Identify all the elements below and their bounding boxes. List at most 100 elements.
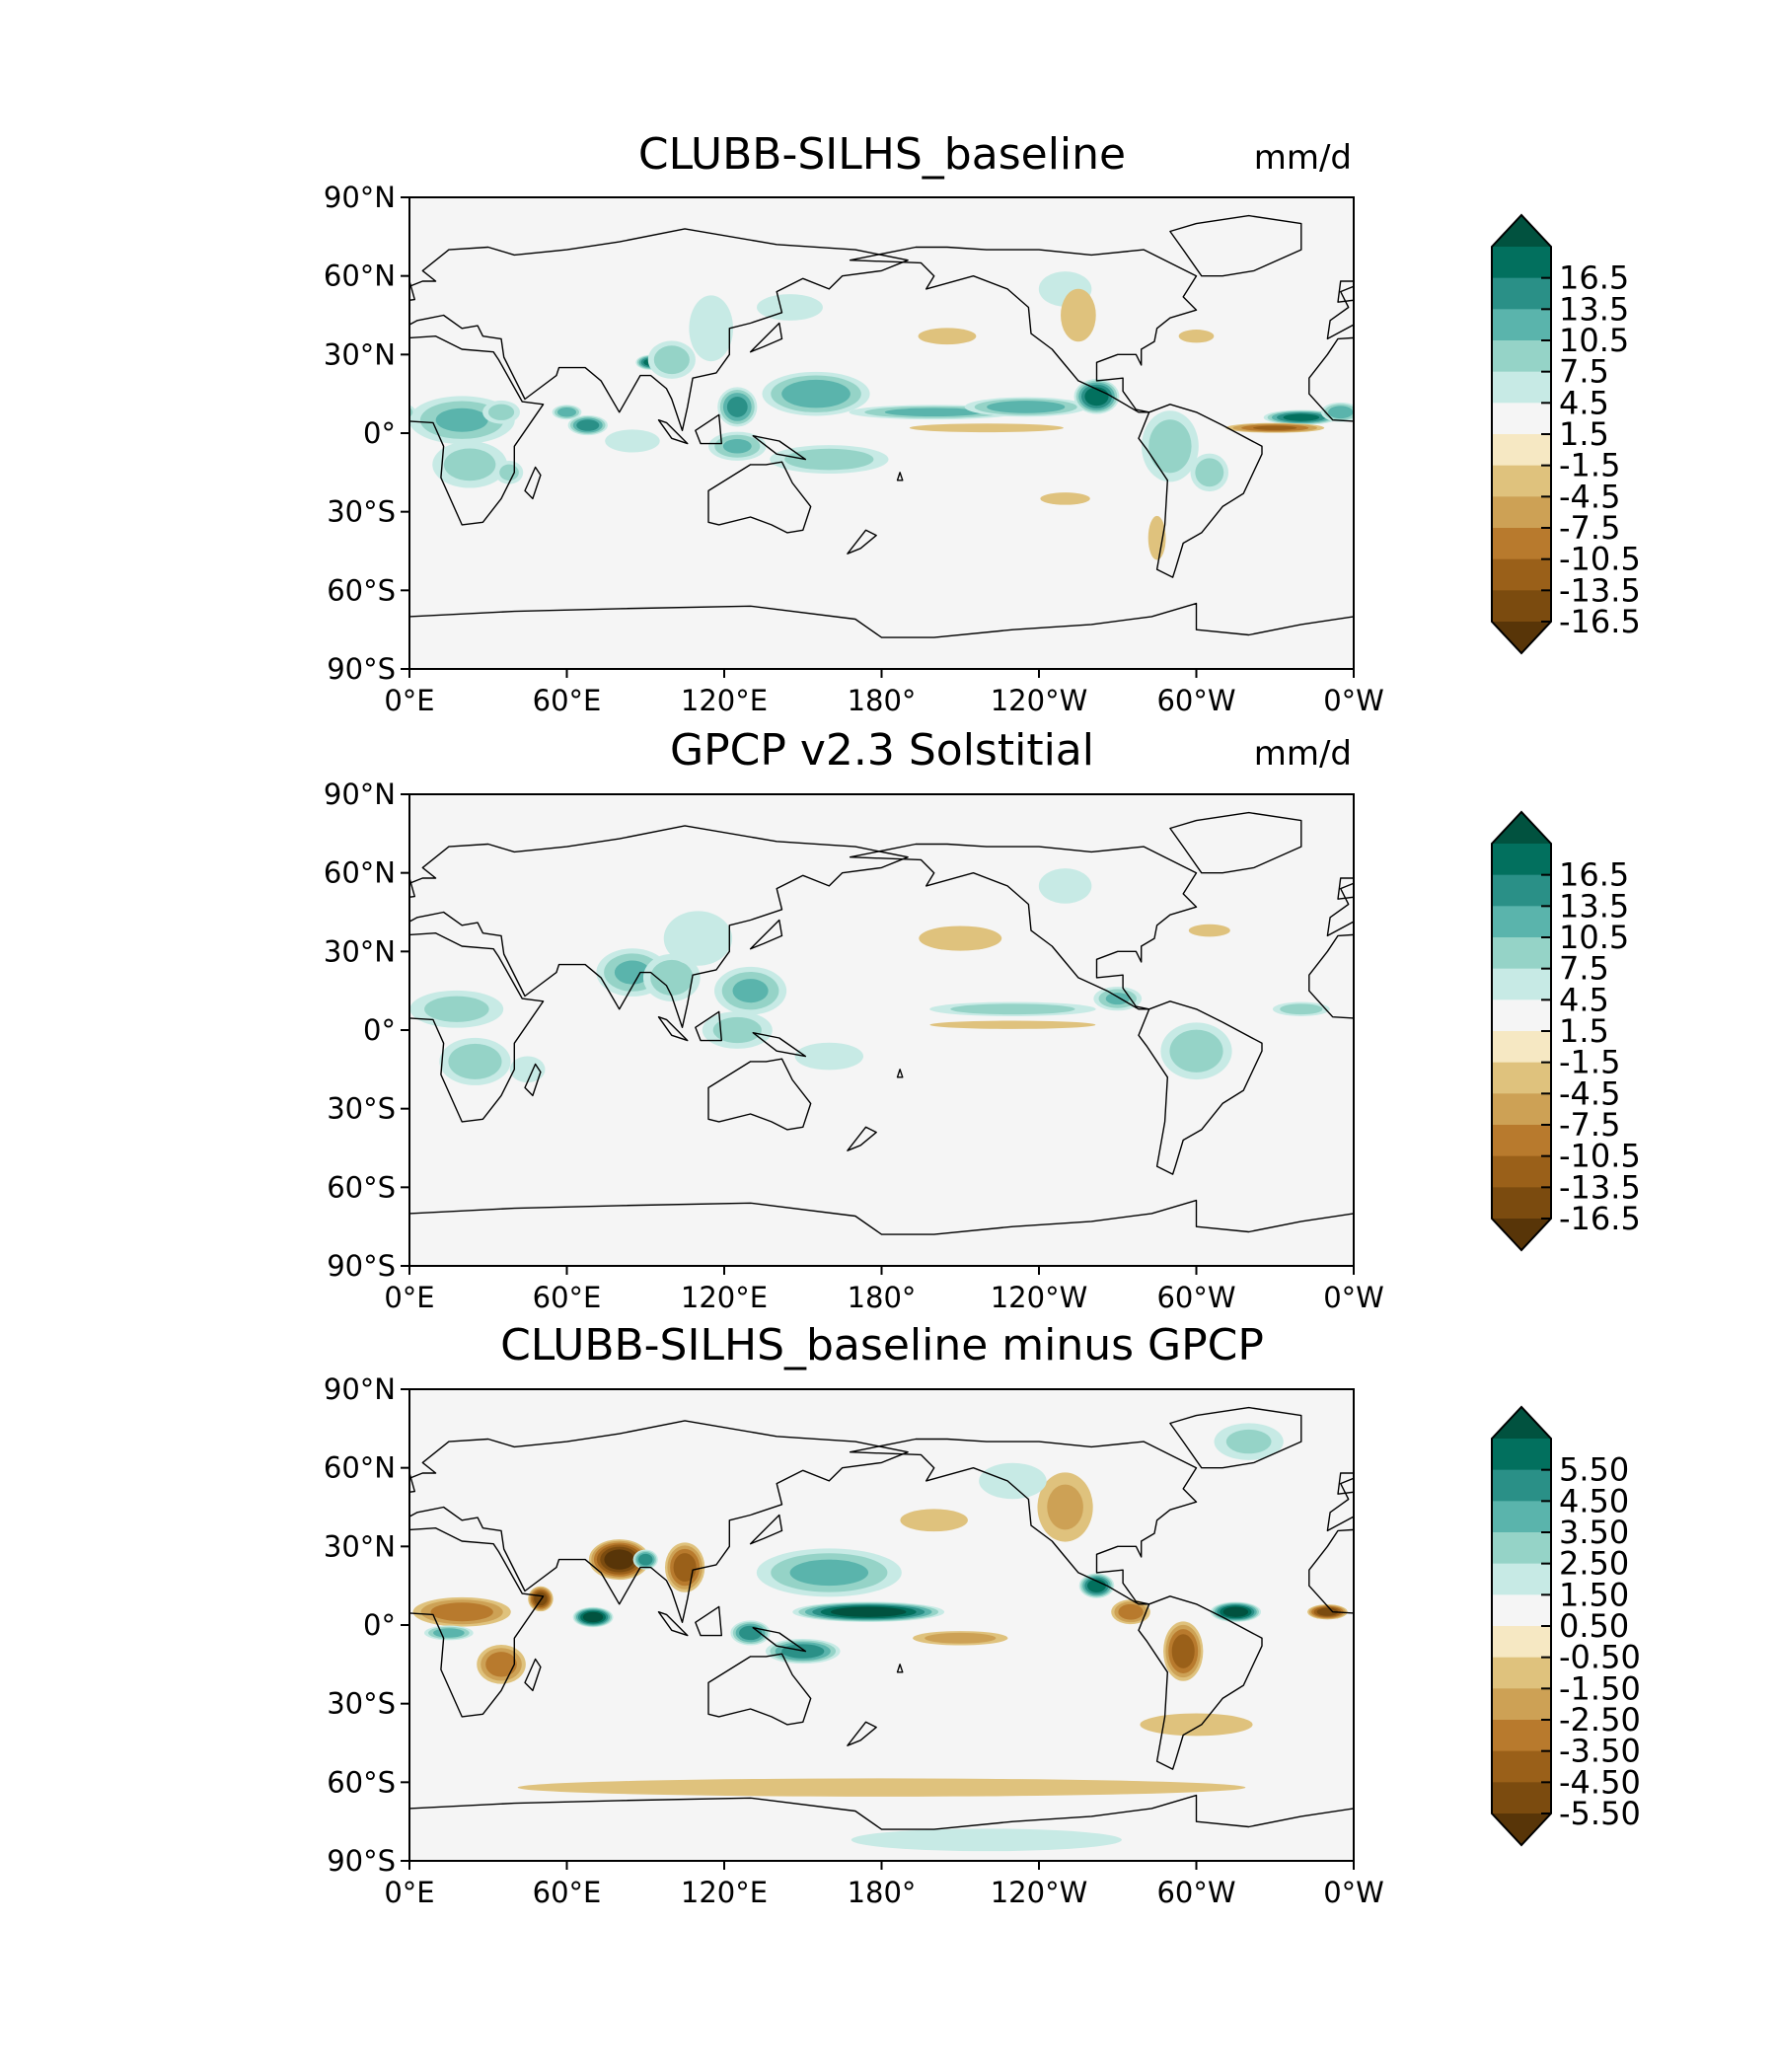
precip-blob [726, 397, 748, 417]
precip-blob [1739, 1043, 1776, 1071]
precip-blob [443, 448, 496, 481]
precip-blob [1659, 435, 1704, 458]
precip-blob [1354, 991, 1447, 1028]
precip-blob [1372, 1627, 1414, 1639]
precip-blob [509, 1056, 546, 1083]
colorbar-segment [1492, 1720, 1551, 1752]
colorbar-segment [1492, 1626, 1551, 1659]
precip-blob [1647, 1011, 1717, 1049]
precip-blob [919, 925, 1002, 951]
precip-blob [228, 1634, 251, 1668]
precip-blob [42, 401, 120, 413]
coastline [695, 1605, 722, 1637]
y-tick-label: 30°N [324, 1529, 396, 1563]
y-tick-label: 90°N [324, 1372, 396, 1406]
panel-2-title: GPCP v2.3 Solstitial [670, 725, 1094, 776]
precip-blob [0, 1633, 51, 1644]
precip-blob [485, 1652, 517, 1677]
precip-blob [21, 398, 143, 417]
coastline [1695, 324, 1727, 352]
x-tick-label: 0°E [384, 1281, 434, 1314]
precip-blob [1749, 1603, 1776, 1620]
precip-blob [689, 295, 734, 362]
precip-field [0, 1423, 1776, 1852]
colorbar-tick-label: -10.5 [1559, 1138, 1641, 1175]
precip-blob [1478, 1592, 1491, 1605]
precip-blob [1701, 1548, 1776, 1596]
precip-blob [225, 1030, 278, 1073]
colorbar-tick-label: -3.50 [1559, 1733, 1641, 1770]
precip-blob [1040, 492, 1090, 505]
precip-blob [1735, 1560, 1776, 1586]
colorbar-tick-label: 1.50 [1559, 1576, 1629, 1613]
precip-blob [1380, 408, 1433, 432]
x-tick-label: 120°W [991, 1876, 1088, 1909]
x-tick-label: 60°W [1156, 1876, 1235, 1909]
panel-1-units: mm/d [1254, 138, 1352, 178]
precip-blob [1659, 967, 1731, 1015]
colorbar-segment [1492, 968, 1551, 1000]
precip-blob [216, 1022, 287, 1079]
coastline [1653, 1654, 1755, 1725]
precip-blob [155, 990, 192, 1008]
coastline [409, 1199, 1354, 1266]
x-tick-label: 60°E [533, 1876, 602, 1909]
precip-blob [712, 1016, 762, 1044]
colorbar-tick-label: -16.5 [1559, 1200, 1641, 1237]
precip-blob [1425, 1648, 1466, 1680]
precip-blob [103, 1485, 139, 1530]
precip-blob [297, 424, 364, 431]
precip-blob [918, 328, 977, 345]
x-tick-label: 0°E [384, 684, 434, 717]
precip-blob [1365, 402, 1448, 439]
y-tick-label: 30°S [327, 1687, 396, 1721]
precip-blob [219, 1621, 259, 1680]
coastline [409, 228, 909, 431]
colorbar-extend-min [1492, 622, 1551, 653]
colorbar-tick-label: -4.5 [1559, 1074, 1620, 1112]
coastline [847, 529, 877, 555]
precip-blob [1358, 1597, 1455, 1627]
precip-blob [1710, 1639, 1776, 1664]
precip-blob [435, 407, 488, 432]
precip-blob [1742, 1602, 1776, 1621]
coastlines [409, 811, 1755, 1266]
x-tick-label: 180° [848, 1281, 917, 1314]
precip-blob [830, 1606, 907, 1617]
precip-blob [96, 492, 145, 505]
precip-blob [1253, 425, 1297, 430]
precip-blob [235, 330, 270, 342]
precip-blob [1147, 515, 1166, 560]
precip-blob [1430, 1652, 1461, 1676]
precip-blob [167, 1599, 206, 1624]
precip-blob [95, 271, 148, 307]
y-tick-label: 60°N [324, 856, 396, 890]
coastline [1653, 1059, 1755, 1130]
colorbar-extend-max [1492, 1407, 1551, 1439]
precip-blob [732, 979, 769, 1003]
precip-blob [1680, 1624, 1710, 1643]
precip-blob [204, 419, 247, 473]
precip-blob [195, 1714, 308, 1737]
precip-blob [245, 925, 286, 937]
precip-blob [851, 1828, 1122, 1852]
precip-blob [1714, 1640, 1776, 1662]
precip-blob [582, 1611, 604, 1623]
panel-2-units: mm/d [1254, 734, 1352, 774]
x-tick-label: 120°E [681, 1281, 768, 1314]
precip-blob [0, 328, 32, 344]
precip-blob [789, 1559, 869, 1587]
colorbar-tick-label: 16.5 [1559, 856, 1629, 894]
precip-blob [604, 1549, 634, 1570]
colorbar-tick-label: 1.5 [1559, 415, 1609, 453]
colorbar-segment [1492, 558, 1551, 591]
coastline [1169, 1406, 1302, 1469]
colorbar-segment [1492, 1563, 1551, 1595]
colorbar-segment [1492, 999, 1551, 1032]
precip-blob [130, 379, 176, 414]
colorbar-tick-label: 3.50 [1559, 1514, 1629, 1551]
precip-blob [1427, 401, 1464, 424]
x-tick-label: 60°W [1156, 684, 1235, 717]
coastline [749, 1514, 783, 1545]
precip-blob [1476, 1591, 1493, 1607]
